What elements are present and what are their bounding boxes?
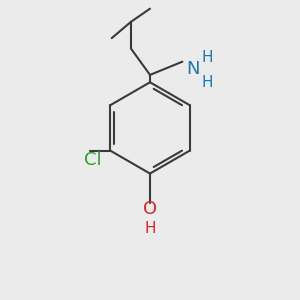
Text: H: H	[144, 220, 156, 236]
Text: H: H	[202, 50, 213, 65]
Text: H: H	[202, 75, 213, 90]
Text: N: N	[186, 60, 200, 78]
Text: O: O	[143, 200, 157, 218]
Text: Cl: Cl	[84, 151, 101, 169]
